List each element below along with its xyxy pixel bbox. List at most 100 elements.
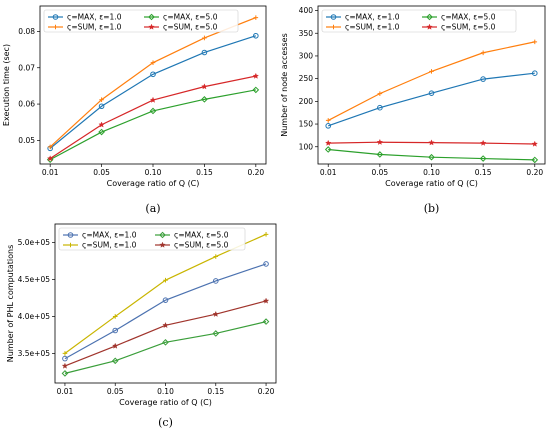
- legend-swatch-marker: [159, 231, 166, 239]
- series-3: [61, 318, 270, 377]
- legend-entry: ς=MAX, ε=5.0: [422, 13, 496, 22]
- data-point: [480, 50, 486, 56]
- data-point: [428, 90, 435, 96]
- x-tick-label: 0.01: [57, 387, 74, 396]
- data-point: [252, 72, 260, 79]
- legend-swatch-marker: [148, 23, 155, 30]
- data-point: [325, 139, 332, 146]
- x-tick-label: 0.05: [372, 168, 389, 177]
- legend-label: ς=SUM, ε=1.0: [82, 241, 137, 250]
- data-point: [150, 60, 156, 65]
- series-1: [62, 261, 269, 362]
- legend-swatch-marker: [53, 24, 58, 30]
- data-point: [212, 310, 219, 317]
- data-point: [428, 153, 435, 161]
- legend: ς=MAX, ε=1.0ς=SUM, ε=1.0 ς=MAX, ε=5.0ς=SU…: [43, 9, 239, 33]
- legend-swatch-marker: [330, 14, 337, 20]
- y-tick-label: 100: [299, 142, 314, 151]
- data-point: [263, 261, 269, 267]
- data-point: [532, 39, 538, 45]
- data-point: [163, 277, 168, 283]
- data-point: [201, 49, 208, 56]
- data-point: [429, 69, 434, 74]
- data-point: [253, 15, 259, 20]
- y-tick-label: 400: [299, 6, 314, 15]
- data-point: [479, 139, 487, 146]
- x-tick-label: 0.05: [93, 168, 110, 177]
- series-1: [47, 32, 259, 152]
- data-point: [112, 342, 119, 349]
- data-point: [111, 357, 119, 365]
- data-point: [376, 138, 384, 145]
- legend-entry: ς=MAX, ε=1.0: [48, 13, 122, 22]
- data-point: [61, 362, 69, 369]
- legend-label: ς=MAX, ε=1.0: [67, 13, 122, 22]
- series-line: [64, 321, 267, 374]
- data-point: [162, 321, 169, 329]
- data-point: [112, 327, 119, 334]
- data-point: [162, 297, 169, 303]
- data-point: [428, 139, 435, 146]
- figure-caption: (c): [158, 416, 173, 429]
- data-point: [62, 351, 68, 356]
- series-line: [64, 300, 267, 367]
- series-line: [64, 233, 267, 354]
- data-point: [377, 91, 383, 96]
- data-point: [531, 140, 538, 147]
- legend: ς=MAX, ε=1.0ς=SUM, ε=1.0 ς=MAX, ε=5.0ς=SU…: [321, 9, 517, 33]
- data-point: [531, 70, 538, 76]
- legend-entry: ς=MAX, ε=5.0: [144, 13, 218, 22]
- y-tick-label: 0.07: [18, 63, 35, 72]
- series-4: [325, 138, 538, 147]
- series-4: [61, 297, 270, 369]
- legend-swatch-marker: [426, 13, 433, 21]
- data-point: [61, 370, 69, 377]
- data-point: [212, 278, 219, 284]
- data-point: [531, 156, 539, 164]
- legend-swatch-marker: [159, 241, 166, 248]
- data-point: [324, 146, 332, 153]
- data-point: [98, 121, 105, 128]
- y-tick-label: 350: [299, 29, 314, 38]
- series-line: [49, 35, 257, 149]
- data-point: [263, 232, 269, 237]
- x-tick-label: 0.01: [320, 168, 337, 177]
- legend-entry: ς=SUM, ε=1.0: [326, 23, 400, 32]
- legend: ς=MAX, ε=1.0ς=SUM, ε=1.0 ς=MAX, ε=5.0ς=SU…: [58, 227, 246, 251]
- legend-box: [321, 9, 517, 33]
- series-3: [46, 86, 260, 163]
- legend-swatch-marker: [331, 24, 336, 30]
- series-line: [49, 75, 256, 160]
- y-tick-label: 200: [299, 97, 314, 106]
- figure-caption: (a): [145, 202, 160, 215]
- data-point: [112, 314, 118, 319]
- x-tick-label: 0.05: [107, 387, 124, 396]
- y-axis-title: Execution time (sec): [2, 44, 11, 126]
- data-point: [99, 97, 104, 103]
- y-tick-label: 150: [299, 120, 314, 129]
- data-point: [47, 144, 53, 150]
- x-tick-label: 0.20: [526, 168, 543, 177]
- legend-entry: ς=SUM, ε=1.0: [63, 241, 137, 250]
- figure-caption: (b): [424, 202, 440, 215]
- data-point: [325, 118, 331, 123]
- data-point: [253, 32, 259, 39]
- legend-entry: ς=MAX, ε=1.0: [326, 13, 400, 22]
- y-tick-label: 0.05: [18, 136, 35, 145]
- legend-label: ς=SUM, ε=5.0: [163, 23, 218, 32]
- x-tick-label: 0.15: [475, 168, 492, 177]
- series-line: [328, 72, 535, 127]
- series-line: [328, 148, 535, 161]
- y-tick-label: 4.0e+05: [18, 312, 51, 321]
- chart-2: 0.01 0.05 0.10 0.15 0.20 100 150 200 250 300 350 40…: [280, 5, 546, 215]
- x-tick-label: 0.20: [258, 387, 275, 396]
- data-point: [480, 76, 486, 82]
- data-point: [162, 339, 169, 346]
- legend-label: ς=SUM, ε=5.0: [174, 241, 229, 250]
- legend-label: ς=MAX, ε=5.0: [174, 231, 229, 240]
- y-tick-label: 3.5e+05: [18, 349, 51, 358]
- chart-3: 0.01 0.05 0.10 0.15 0.20 3.5e+05 4.0e+05 4.5e+0…: [6, 223, 277, 429]
- y-axis-title: Number of PHL computations: [6, 245, 15, 363]
- data-point: [149, 96, 157, 103]
- chart-1: 0.01 0.05 0.10 0.15 0.20 0.05 0.06 0.07 0.08 Cove…: [2, 5, 267, 215]
